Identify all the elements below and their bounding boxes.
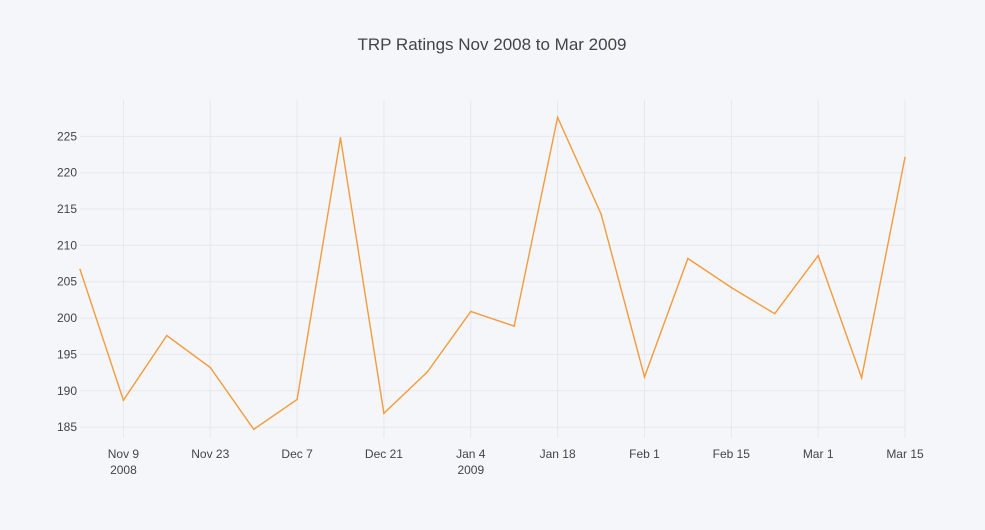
x-tick-label: Mar 1 (803, 447, 834, 461)
data-point (817, 254, 819, 257)
data-point (513, 325, 516, 327)
x-tick-label: Mar 15 (886, 447, 924, 461)
data-point (252, 428, 255, 431)
data-point (904, 156, 906, 159)
data-point (166, 334, 168, 337)
data-point (209, 366, 212, 369)
data-point (600, 213, 602, 215)
y-gridlines (80, 135, 905, 428)
y-tick-label: 195 (57, 347, 77, 361)
chart-title: TRP Ratings Nov 2008 to Mar 2009 (358, 35, 627, 54)
x-tick-label: Feb 15 (713, 447, 751, 461)
data-point (339, 136, 342, 139)
y-tick-label: 200 (57, 311, 77, 325)
x-tick-label: Nov 23 (191, 447, 229, 461)
series-layer (79, 115, 906, 431)
data-point (383, 412, 385, 415)
data-point (556, 116, 559, 119)
y-tick-label: 220 (57, 166, 77, 180)
x-tick-label: Jan 4 (456, 447, 486, 461)
data-point (643, 376, 646, 378)
data-point (687, 257, 689, 260)
data-point (122, 399, 125, 402)
data-point (773, 312, 776, 315)
data-point (730, 286, 733, 289)
x-tick-label: Jan 18 (540, 447, 576, 461)
x-gridlines (122, 100, 906, 438)
series-line (79, 115, 906, 431)
x-tick-year-label: 2008 (110, 463, 137, 477)
x-axis-tick-labels: Nov 9 2008 Nov 23 Dec 7 Dec 21 Jan 4 2009 Jan 1… (108, 447, 924, 477)
y-tick-label: 185 (57, 420, 77, 434)
x-tick-label: Nov 9 (108, 447, 140, 461)
data-point (296, 398, 298, 401)
data-point (426, 371, 429, 373)
data-point (79, 268, 81, 271)
x-tick-year-label: 2009 (457, 463, 484, 477)
y-axis-tick-labels: 185 190 195 200 205 210 215 220 225 (57, 129, 77, 434)
y-tick-label: 225 (57, 129, 77, 143)
data-point (860, 376, 863, 379)
y-tick-label: 215 (57, 202, 77, 216)
x-tick-label: Feb 1 (629, 447, 660, 461)
data-point (469, 310, 472, 313)
y-tick-label: 205 (57, 275, 77, 289)
y-tick-label: 190 (57, 384, 77, 398)
y-tick-label: 210 (57, 238, 77, 252)
x-tick-label: Dec 21 (365, 447, 403, 461)
x-tick-label: Dec 7 (281, 447, 313, 461)
